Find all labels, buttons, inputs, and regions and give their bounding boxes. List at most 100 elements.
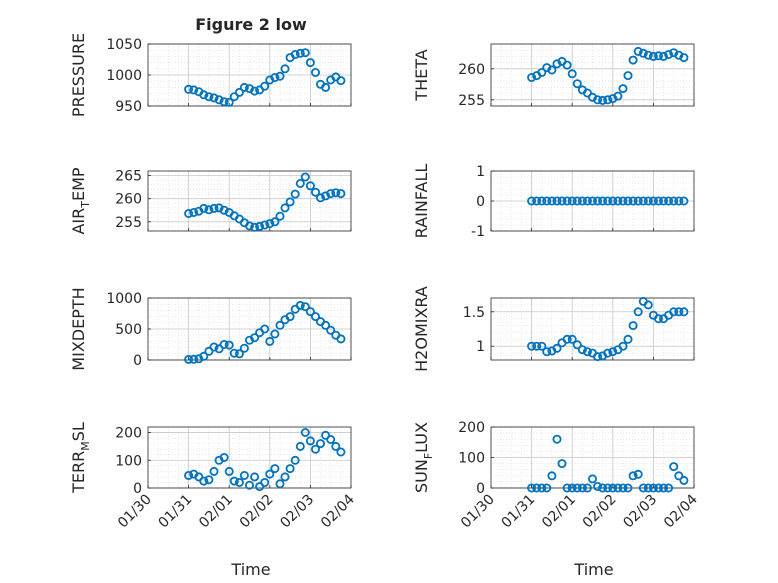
data-point <box>255 221 265 231</box>
data-point <box>527 196 537 206</box>
data-point <box>537 341 547 351</box>
data-point <box>300 427 310 437</box>
data-point <box>542 196 552 206</box>
data-point <box>204 92 214 102</box>
series-markers <box>527 296 689 362</box>
data-point <box>659 196 669 206</box>
y-tick-label: 265 <box>115 169 142 185</box>
data-point <box>613 483 623 493</box>
data-point <box>209 93 219 103</box>
data-point <box>588 474 598 484</box>
data-point <box>603 483 613 493</box>
grid <box>491 297 694 361</box>
data-point <box>280 472 290 482</box>
data-point <box>295 300 305 310</box>
subplot-air: 255 260 265 AIRTEMP <box>69 167 352 235</box>
series-markers <box>527 434 689 493</box>
data-point <box>628 321 638 331</box>
y-tick-label: 0 <box>476 194 485 210</box>
data-point <box>537 196 547 206</box>
data-point <box>679 475 689 485</box>
figure-title: Figure 2 low <box>195 15 307 34</box>
data-point <box>295 441 305 451</box>
data-point <box>326 434 336 444</box>
data-point <box>638 196 648 206</box>
data-point <box>679 196 689 206</box>
data-point <box>532 341 542 351</box>
data-point <box>295 178 305 188</box>
data-point <box>654 196 664 206</box>
data-point <box>648 196 658 206</box>
data-point <box>659 51 669 61</box>
data-point <box>674 307 684 317</box>
data-point <box>572 79 582 89</box>
data-point <box>270 464 280 474</box>
data-point <box>623 71 633 81</box>
data-point <box>305 181 315 191</box>
series-markers <box>527 46 689 105</box>
data-point <box>331 188 341 198</box>
data-point <box>633 46 643 56</box>
series-markers <box>184 427 346 492</box>
data-point <box>290 189 300 199</box>
data-point <box>562 60 572 70</box>
data-point <box>224 466 234 476</box>
data-point <box>547 65 557 75</box>
y-axis-label: AIRTEMP <box>69 167 92 234</box>
data-point <box>654 51 664 61</box>
data-point <box>643 483 653 493</box>
series-markers <box>184 172 346 232</box>
data-point <box>189 85 199 95</box>
data-point <box>643 300 653 310</box>
data-point <box>557 459 567 469</box>
data-point <box>567 483 577 493</box>
data-point <box>623 196 633 206</box>
data-point <box>219 97 229 107</box>
data-point <box>537 483 547 493</box>
data-point <box>527 73 537 83</box>
data-point <box>664 483 674 493</box>
data-point <box>582 196 592 206</box>
grid <box>491 170 694 232</box>
data-point <box>260 220 270 230</box>
subplot-rainfall: -1 0 1 RAINFALL <box>412 164 695 240</box>
data-point <box>562 483 572 493</box>
y-axis-label: SUNFLUX <box>412 422 435 493</box>
data-point <box>224 340 234 350</box>
data-point <box>209 466 219 476</box>
data-point <box>593 352 603 362</box>
data-point <box>552 59 562 69</box>
data-point <box>265 336 275 346</box>
data-point <box>679 53 689 63</box>
data-point <box>239 470 249 480</box>
y-tick-label: 500 <box>115 322 142 338</box>
data-point <box>532 483 542 493</box>
data-point <box>234 477 244 487</box>
y-tick-label: 1050 <box>106 37 142 53</box>
data-point <box>567 69 577 79</box>
y-axis-label: MIXDEPTH <box>69 287 88 370</box>
y-tick-label: 100 <box>115 453 142 469</box>
data-point <box>189 207 199 217</box>
data-point <box>628 471 638 481</box>
y-tick-label: 950 <box>115 99 142 115</box>
data-point <box>199 90 209 100</box>
y-tick-label: 255 <box>115 215 142 231</box>
data-point <box>537 68 547 78</box>
data-point <box>669 196 679 206</box>
data-point <box>638 483 648 493</box>
data-point <box>557 196 567 206</box>
data-point <box>204 475 214 485</box>
data-point <box>608 347 618 357</box>
data-point <box>275 479 285 489</box>
data-point <box>234 87 244 97</box>
data-point <box>229 476 239 486</box>
data-point <box>270 329 280 339</box>
data-point <box>623 334 633 344</box>
data-point <box>260 81 270 91</box>
data-point <box>199 203 209 213</box>
data-point <box>552 343 562 353</box>
data-point <box>250 86 260 96</box>
